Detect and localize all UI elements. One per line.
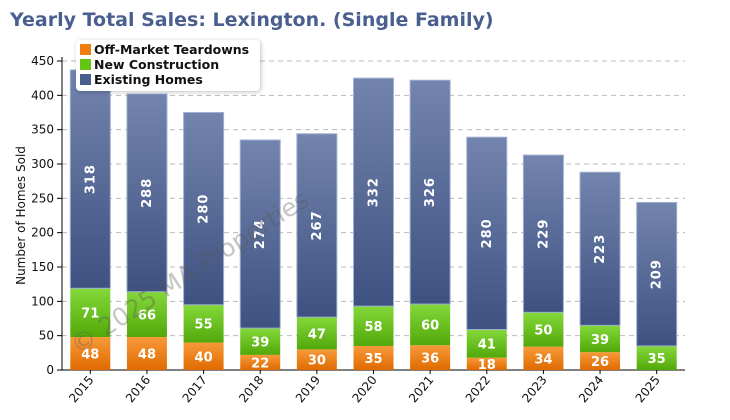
y-tick-label: 50 <box>39 329 54 343</box>
y-tick-label: 300 <box>31 157 54 171</box>
data-label: 288 <box>140 178 155 208</box>
bar-segment <box>70 288 111 338</box>
bar-segment <box>296 317 337 350</box>
data-label: 60 <box>421 319 439 334</box>
bar-segment <box>353 306 394 346</box>
legend-label: New Construction <box>94 57 220 72</box>
bar-segment <box>579 171 621 326</box>
bar-segment <box>296 133 338 318</box>
x-tick-label: 2015 <box>66 373 96 405</box>
y-tick-label: 450 <box>31 54 54 68</box>
bar-segment <box>580 352 621 370</box>
bar-segment <box>296 349 337 370</box>
data-label: 223 <box>593 234 608 264</box>
data-label: 267 <box>310 210 325 240</box>
y-tick-label: 0 <box>46 363 54 377</box>
bar-segment <box>239 139 281 329</box>
data-label: 280 <box>480 218 495 248</box>
data-label: 35 <box>648 352 666 367</box>
data-label: 66 <box>138 308 156 323</box>
x-tick-label: 2023 <box>519 373 549 405</box>
x-tick-label: 2017 <box>180 373 210 405</box>
x-tick-label: 2019 <box>293 373 323 405</box>
data-label: 39 <box>591 333 609 348</box>
data-label: 41 <box>478 338 496 353</box>
bar-segment <box>126 291 167 338</box>
y-tick-label: 150 <box>31 260 54 274</box>
data-label: 71 <box>81 307 99 322</box>
bar-segment <box>466 329 507 358</box>
data-label: 39 <box>251 336 269 351</box>
data-label: 40 <box>195 350 213 365</box>
bar-segment <box>70 337 111 370</box>
bar-segment <box>410 345 451 370</box>
data-label: 26 <box>591 355 609 370</box>
bar-segment <box>580 325 621 353</box>
data-label: 36 <box>421 352 439 367</box>
legend-item[interactable]: New Construction <box>80 57 256 72</box>
legend-swatch <box>80 59 91 70</box>
legend-swatch <box>80 44 91 55</box>
legend-swatch <box>80 74 91 85</box>
bar-segment <box>183 342 224 370</box>
bar-segment <box>353 345 394 370</box>
x-tick-label: 2025 <box>633 373 663 405</box>
legend: Off-Market Teardowns New Construction Exis… <box>76 40 260 91</box>
x-tick-label: 2024 <box>576 373 606 405</box>
data-label: 332 <box>367 177 382 207</box>
data-label: 22 <box>251 356 269 371</box>
data-label: 48 <box>81 348 99 363</box>
x-tick-label: 2021 <box>406 373 436 405</box>
legend-label: Existing Homes <box>94 72 203 87</box>
x-tick-label: 2020 <box>349 373 379 405</box>
data-label: 209 <box>650 259 665 289</box>
bar-segment <box>240 328 281 355</box>
bar-segment <box>523 346 564 370</box>
bar-segment <box>409 79 451 305</box>
data-label: 50 <box>534 323 552 338</box>
bar-segment <box>126 337 167 370</box>
bar-segment <box>353 77 394 307</box>
y-tick-label: 200 <box>31 226 54 240</box>
bar-segment <box>466 136 508 330</box>
bar-segment <box>466 357 507 370</box>
data-label: 318 <box>83 164 98 194</box>
y-tick-label: 250 <box>31 191 54 205</box>
bar-segment <box>183 112 225 306</box>
bar-segment <box>183 304 224 343</box>
y-axis-label: Number of Homes Sold <box>14 146 28 285</box>
data-label: 326 <box>423 177 438 207</box>
data-label: 30 <box>308 354 326 369</box>
legend-label: Off-Market Teardowns <box>94 42 250 57</box>
y-tick-label: 100 <box>31 294 54 308</box>
bar-segment <box>636 345 677 370</box>
bar-segment <box>522 154 564 313</box>
data-label: 229 <box>536 219 551 249</box>
x-tick-label: 2022 <box>463 373 493 405</box>
chart-title: Yearly Total Sales: Lexington. (Single F… <box>10 9 494 31</box>
data-label: 274 <box>253 219 268 249</box>
data-label: 280 <box>197 194 212 224</box>
data-label: 18 <box>478 358 496 373</box>
data-label: 58 <box>364 320 382 335</box>
data-label: 35 <box>364 352 382 367</box>
x-tick-label: 2016 <box>123 373 153 405</box>
bar-segment <box>126 93 168 293</box>
y-tick-label: 400 <box>31 88 54 102</box>
bar-segment <box>636 201 678 347</box>
data-label: 48 <box>138 348 156 363</box>
data-label: 47 <box>308 327 326 342</box>
legend-item[interactable]: Off-Market Teardowns <box>80 42 256 57</box>
x-tick-label: 2018 <box>236 373 266 405</box>
bar-segment <box>523 312 564 347</box>
bar-segment <box>410 304 451 346</box>
data-label: 34 <box>534 352 552 367</box>
data-label: 55 <box>195 318 213 333</box>
y-tick-label: 350 <box>31 123 54 137</box>
bar-segment <box>240 354 281 370</box>
legend-item[interactable]: Existing Homes <box>80 72 256 87</box>
